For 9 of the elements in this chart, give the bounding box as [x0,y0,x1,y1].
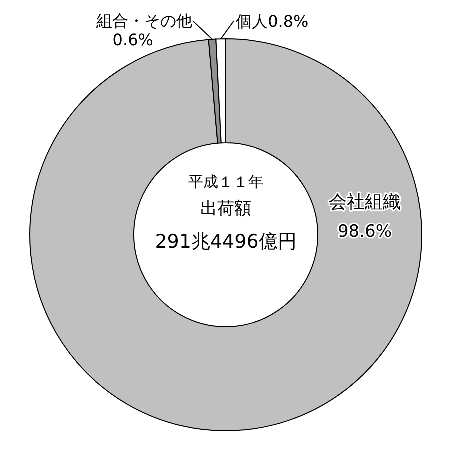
data-label: 98.6% [338,222,392,242]
slice-label: 個人 [236,12,268,32]
slice-label: 組合・その他 [95,11,192,30]
text: 291兆4496億円 [154,230,298,254]
data-label: 0.6% [112,30,154,50]
data-label: 0.8% [268,12,309,32]
text: 平成１１年 [188,173,264,193]
text: 出荷額 [200,198,252,219]
slice-label: 会社組織 [329,192,401,213]
